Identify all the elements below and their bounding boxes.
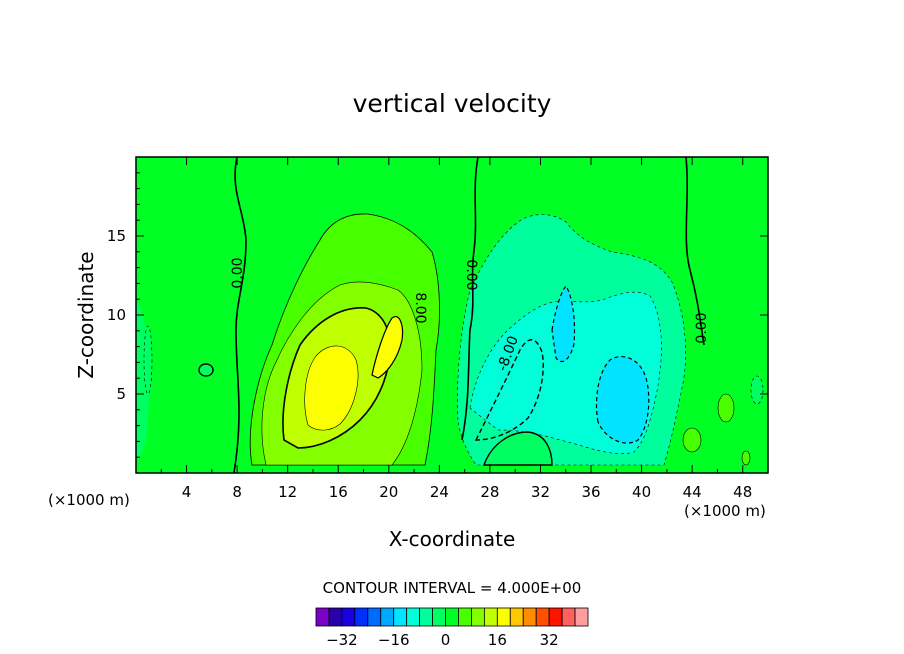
small-updraft-blob-1 xyxy=(682,427,702,453)
x-tick-label: 8 xyxy=(232,483,242,501)
zero-contour-right xyxy=(685,157,705,346)
colorbar-swatch xyxy=(561,607,576,627)
colorbar-swatch xyxy=(445,607,459,627)
x-tick-label: 40 xyxy=(632,483,651,501)
contour-interval-text: CONTOUR INTERVAL = 4.000E+00 xyxy=(323,579,582,597)
small-downdraft-blob-left-edge xyxy=(143,325,153,395)
contour-label: 0.00 xyxy=(694,312,710,343)
downdraft-core-upper xyxy=(551,285,576,363)
y-tick-label: 10 xyxy=(107,306,126,324)
small-updraft-blob-2 xyxy=(717,393,735,423)
colorbar-swatch xyxy=(393,607,408,627)
colorbar-swatch xyxy=(380,607,395,627)
contour-label: 8.00 xyxy=(412,292,428,323)
colorbar-swatch xyxy=(328,607,343,627)
colorbar-swatch xyxy=(367,607,382,627)
x-tick-label: 48 xyxy=(733,483,752,501)
small-downdraft-blob-right xyxy=(750,375,764,405)
x-unit-left: (×1000 m) xyxy=(48,491,130,509)
x-tick-label: 12 xyxy=(278,483,297,501)
x-unit-right: (×1000 m) xyxy=(684,502,766,520)
x-tick-label: 44 xyxy=(683,483,702,501)
chart-title: vertical velocity xyxy=(353,89,552,118)
colorbar-tick-label: −16 xyxy=(378,631,410,649)
zero-contour-left xyxy=(233,157,247,473)
zero-contour-bottom xyxy=(483,431,553,466)
colorbar-swatch xyxy=(341,607,356,627)
colorbar-swatch xyxy=(509,607,524,627)
downdraft-contour-left xyxy=(474,339,544,441)
colorbar-tick-label: 0 xyxy=(441,631,451,649)
x-axis: 4 8 12 16 20 24 28 32 36 40 44 48 xyxy=(160,157,752,501)
x-tick-label: 24 xyxy=(430,483,449,501)
y-tick-label: 15 xyxy=(107,227,126,245)
contour-labels: 0.00 8.00 0.00 -8.00 0.00 xyxy=(230,257,710,373)
contour-label: 0.00 xyxy=(230,257,246,288)
colorbar-swatch xyxy=(406,607,421,627)
x-tick-label: 16 xyxy=(329,483,348,501)
colorbar-tick-label: 16 xyxy=(488,631,507,649)
y-tick-label: 5 xyxy=(116,385,126,403)
plot-area xyxy=(136,157,768,473)
x-tick-label: 20 xyxy=(379,483,398,501)
colorbar-swatch xyxy=(315,607,330,627)
x-tick-label: 32 xyxy=(531,483,550,501)
colorbar-swatch xyxy=(432,607,446,627)
y-axis: 5 10 15 xyxy=(107,172,768,458)
colorbar: −32 −16 0 16 32 xyxy=(315,607,589,649)
x-tick-label: 28 xyxy=(480,483,499,501)
x-axis-label: X-coordinate xyxy=(389,527,516,551)
colorbar-swatch xyxy=(548,607,563,627)
x-tick-label: 4 xyxy=(182,483,192,501)
contour-label: 0.00 xyxy=(463,259,479,290)
colorbar-swatch xyxy=(419,607,433,627)
colorbar-swatch xyxy=(535,607,550,627)
colorbar-swatch xyxy=(574,607,589,627)
colorbar-tick-label: 32 xyxy=(540,631,559,649)
updraft-core-secondary xyxy=(371,316,404,379)
colorbar-swatch xyxy=(496,607,511,627)
x-tick-label: 36 xyxy=(581,483,600,501)
colorbar-tick-label: −32 xyxy=(326,631,358,649)
small-updraft-blob-3 xyxy=(741,450,751,466)
small-downdraft-blob xyxy=(198,363,214,377)
colorbar-swatch xyxy=(354,607,369,627)
zero-contour-middle xyxy=(461,157,479,441)
colorbar-swatch xyxy=(522,607,537,627)
colorbar-swatch xyxy=(483,607,498,627)
colorbar-swatch xyxy=(458,607,472,627)
updraft-core-primary xyxy=(304,345,359,431)
downdraft-core-right xyxy=(595,356,650,444)
y-axis-label: Z-coordinate xyxy=(74,251,98,378)
colorbar-swatch xyxy=(471,607,485,627)
